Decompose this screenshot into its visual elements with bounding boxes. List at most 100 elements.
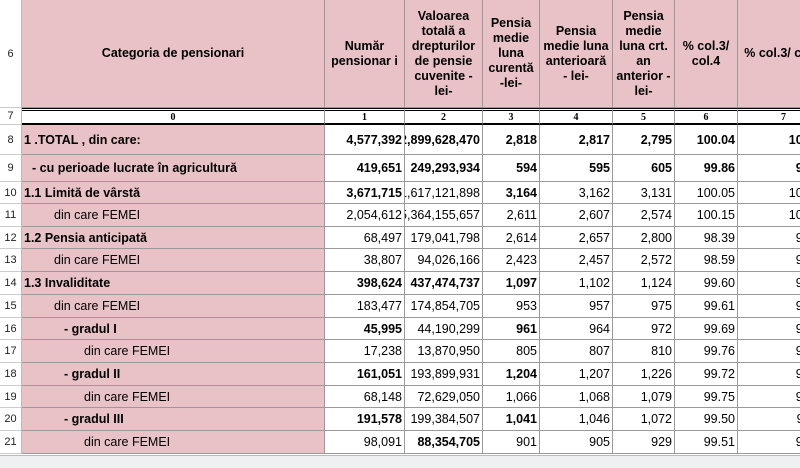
value-cell: 100.04 bbox=[675, 125, 738, 155]
value-cell: 605 bbox=[613, 155, 675, 182]
value-cell: 249,293,934 bbox=[405, 155, 483, 182]
value-cell: 4,577,392 bbox=[325, 125, 405, 155]
value-cell: 957 bbox=[540, 295, 613, 318]
category-cell: din care FEMEI bbox=[22, 431, 325, 454]
category-cell: din care FEMEI bbox=[22, 386, 325, 408]
category-cell: din care FEMEI bbox=[22, 295, 325, 318]
value-cell: 2,607 bbox=[540, 204, 613, 227]
row-number: 19 bbox=[0, 386, 22, 408]
value-cell: 94.19 bbox=[738, 249, 800, 272]
value-cell: 45,995 bbox=[325, 318, 405, 340]
value-cell: 964 bbox=[540, 318, 613, 340]
value-cell: 199,384,507 bbox=[405, 408, 483, 431]
value-cell: 38,807 bbox=[325, 249, 405, 272]
row-number: 18 bbox=[0, 363, 22, 386]
value-cell: 972 bbox=[613, 318, 675, 340]
value-cell: 3,671,715 bbox=[325, 182, 405, 204]
value-cell: 961 bbox=[483, 318, 540, 340]
value-cell: 437,474,737 bbox=[405, 272, 483, 295]
row-number: 10 bbox=[0, 182, 22, 204]
column-number: 1 bbox=[325, 108, 405, 125]
value-cell: 1,068 bbox=[540, 386, 613, 408]
value-cell: 2,611 bbox=[483, 204, 540, 227]
value-cell: 2,614 bbox=[483, 227, 540, 249]
value-cell: 98,091 bbox=[325, 431, 405, 454]
column-header: % col.3/ col.5 bbox=[738, 0, 800, 108]
value-cell: 12,899,628,470 bbox=[405, 125, 483, 155]
category-cell: 1.1 Limită de vârstă bbox=[22, 182, 325, 204]
value-cell: 179,041,798 bbox=[405, 227, 483, 249]
value-cell: 1,079 bbox=[613, 386, 675, 408]
value-cell: 99.86 bbox=[675, 155, 738, 182]
value-cell: 3,164 bbox=[483, 182, 540, 204]
value-cell: 929 bbox=[613, 431, 675, 454]
value-cell: 193,899,931 bbox=[405, 363, 483, 386]
column-header: Valoarea totală a drepturilor de pensie … bbox=[405, 0, 483, 108]
value-cell: 11,617,121,898 bbox=[405, 182, 483, 204]
category-cell: - gradul III bbox=[22, 408, 325, 431]
value-cell: 98.88 bbox=[738, 318, 800, 340]
row-number: 9 bbox=[0, 155, 22, 182]
value-cell: 94,026,166 bbox=[405, 249, 483, 272]
column-number: 2 bbox=[405, 108, 483, 125]
value-cell: 905 bbox=[540, 431, 613, 454]
value-cell: 101.06 bbox=[738, 182, 800, 204]
value-cell: 1,072 bbox=[613, 408, 675, 431]
value-cell: 99.72 bbox=[675, 363, 738, 386]
value-cell: 68,148 bbox=[325, 386, 405, 408]
value-cell: 5,364,155,657 bbox=[405, 204, 483, 227]
column-number: 3 bbox=[483, 108, 540, 125]
value-cell: 1,204 bbox=[483, 363, 540, 386]
value-cell: 13,870,950 bbox=[405, 340, 483, 363]
column-header: Număr pensionar i bbox=[325, 0, 405, 108]
value-cell: 419,651 bbox=[325, 155, 405, 182]
row-number: 16 bbox=[0, 318, 22, 340]
value-cell: 2,457 bbox=[540, 249, 613, 272]
value-cell: 88,354,705 bbox=[405, 431, 483, 454]
value-cell: 44,190,299 bbox=[405, 318, 483, 340]
value-cell: 99.51 bbox=[675, 431, 738, 454]
column-header: Pensia medie luna curentă -lei- bbox=[483, 0, 540, 108]
value-cell: 100.05 bbox=[675, 182, 738, 204]
value-cell: 2,817 bbox=[540, 125, 613, 155]
row-number: 20 bbox=[0, 408, 22, 431]
value-cell: 93.34 bbox=[738, 227, 800, 249]
row-number: 13 bbox=[0, 249, 22, 272]
value-cell: 97.64 bbox=[738, 272, 800, 295]
category-cell: 1 .TOTAL , din care: bbox=[22, 125, 325, 155]
value-cell: 100.82 bbox=[738, 125, 800, 155]
value-cell: 398,624 bbox=[325, 272, 405, 295]
row-number: 12 bbox=[0, 227, 22, 249]
value-cell: 98.59 bbox=[675, 249, 738, 272]
row-number: 8 bbox=[0, 125, 22, 155]
value-cell: 97.11 bbox=[738, 408, 800, 431]
row-number: 7 bbox=[0, 108, 22, 125]
value-cell: 975 bbox=[613, 295, 675, 318]
sheet-tab-bar[interactable] bbox=[0, 455, 800, 468]
row-number: 21 bbox=[0, 431, 22, 454]
column-header: % col.3/ col.4 bbox=[675, 0, 738, 108]
value-cell: 3,162 bbox=[540, 182, 613, 204]
value-cell: 99.75 bbox=[675, 386, 738, 408]
category-cell: - gradul II bbox=[22, 363, 325, 386]
category-cell: - cu perioade lucrate în agricultură bbox=[22, 155, 325, 182]
column-header: Categoria de pensionari bbox=[22, 0, 325, 108]
value-cell: 68,497 bbox=[325, 227, 405, 249]
category-cell: din care FEMEI bbox=[22, 204, 325, 227]
column-number: 6 bbox=[675, 108, 738, 125]
value-cell: 97.00 bbox=[738, 431, 800, 454]
row-number: 14 bbox=[0, 272, 22, 295]
value-cell: 3,131 bbox=[613, 182, 675, 204]
value-cell: 2,795 bbox=[613, 125, 675, 155]
value-cell: 594 bbox=[483, 155, 540, 182]
value-cell: 99.36 bbox=[738, 340, 800, 363]
row-number: 11 bbox=[0, 204, 22, 227]
value-cell: 1,041 bbox=[483, 408, 540, 431]
value-cell: 1,124 bbox=[613, 272, 675, 295]
value-cell: 1,207 bbox=[540, 363, 613, 386]
column-header: Pensia medie luna anterioară - lei- bbox=[540, 0, 613, 108]
value-cell: 99.76 bbox=[675, 340, 738, 363]
column-number: 0 bbox=[22, 108, 325, 125]
